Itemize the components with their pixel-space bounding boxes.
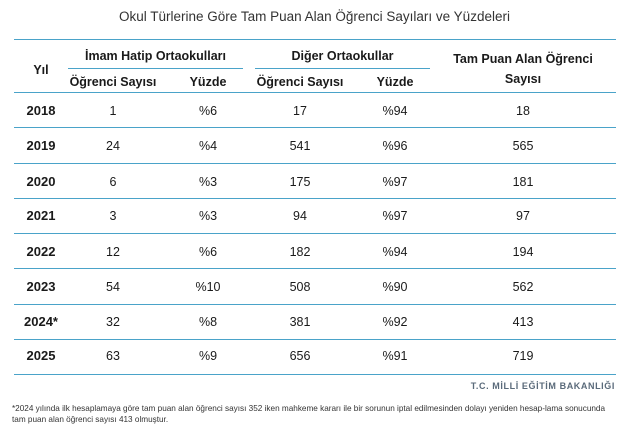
row-rule	[14, 233, 616, 234]
row-other-count: 508	[289, 280, 311, 294]
row-ih-count: 3	[109, 209, 117, 223]
row-other-count: 381	[289, 315, 311, 329]
row-total: 181	[512, 175, 534, 189]
row-total: 565	[512, 139, 534, 153]
row-year: 2018	[26, 103, 56, 118]
group-rule-imam-hatip	[68, 68, 243, 69]
row-ih-percent: %10	[195, 280, 221, 294]
row-year: 2023	[26, 279, 56, 294]
row-ih-count: 54	[106, 280, 120, 294]
row-other-percent: %92	[382, 315, 408, 329]
row-other-percent: %91	[382, 349, 408, 363]
header-other-count: Öğrenci Sayısı	[256, 75, 344, 89]
row-other-percent: %97	[382, 175, 408, 189]
row-total: 194	[512, 245, 534, 259]
row-rule	[14, 268, 616, 269]
row-rule	[14, 127, 616, 128]
row-ih-percent: %6	[198, 104, 218, 118]
row-year: 2020	[26, 174, 56, 189]
row-ih-percent: %8	[198, 315, 218, 329]
row-ih-percent: %9	[198, 349, 218, 363]
row-total: 97	[516, 209, 530, 223]
top-rule	[14, 39, 616, 40]
row-other-count: 175	[289, 175, 311, 189]
row-ih-count: 12	[106, 245, 120, 259]
row-year: 2024*	[24, 314, 58, 329]
row-other-percent: %94	[382, 104, 408, 118]
source-label: T.C. MİLLİ EĞİTİM BAKANLIĞI	[470, 381, 615, 391]
header-ih-percent: Yüzde	[189, 75, 227, 89]
row-other-count: 541	[289, 139, 311, 153]
header-total-line2: Sayısı	[504, 72, 542, 86]
header-bottom-rule	[14, 92, 616, 93]
table-title: Okul Türlerine Göre Tam Puan Alan Öğrenc…	[119, 9, 510, 24]
header-ih-count: Öğrenci Sayısı	[69, 75, 157, 89]
header-total-line1: Tam Puan Alan Öğrenci	[453, 52, 593, 66]
row-ih-count: 6	[109, 175, 117, 189]
row-other-count: 94	[293, 209, 307, 223]
row-other-percent: %90	[382, 280, 408, 294]
row-year: 2019	[26, 138, 56, 153]
header-imam-hatip: İmam Hatip Ortaokulları	[84, 49, 226, 63]
row-ih-count: 24	[106, 139, 120, 153]
row-other-count: 656	[289, 349, 311, 363]
row-ih-count: 32	[106, 315, 120, 329]
row-other-percent: %96	[382, 139, 408, 153]
row-total: 562	[512, 280, 534, 294]
row-rule	[14, 339, 616, 340]
bottom-rule	[14, 374, 616, 375]
row-ih-percent: %3	[198, 175, 218, 189]
group-rule-diger	[255, 68, 430, 69]
row-ih-percent: %4	[198, 139, 218, 153]
row-rule	[14, 163, 616, 164]
row-total: 413	[512, 315, 534, 329]
row-ih-count: 63	[106, 349, 120, 363]
footnote: *2024 yılında ilk hesaplamaya göre tam p…	[12, 404, 606, 424]
row-other-count: 182	[289, 245, 311, 259]
row-ih-percent: %3	[198, 209, 218, 223]
row-rule	[14, 198, 616, 199]
row-ih-percent: %6	[198, 245, 218, 259]
row-other-percent: %97	[382, 209, 408, 223]
row-year: 2021	[26, 208, 56, 223]
row-other-count: 17	[293, 104, 307, 118]
row-rule	[14, 304, 616, 305]
row-year: 2025	[26, 348, 56, 363]
row-total: 18	[516, 104, 530, 118]
row-year: 2022	[26, 244, 56, 259]
header-other-percent: Yüzde	[376, 75, 414, 89]
header-diger: Diğer Ortaokullar	[291, 49, 394, 63]
row-total: 719	[512, 349, 534, 363]
row-other-percent: %94	[382, 245, 408, 259]
header-year: Yıl	[33, 63, 49, 77]
row-ih-count: 1	[109, 104, 117, 118]
